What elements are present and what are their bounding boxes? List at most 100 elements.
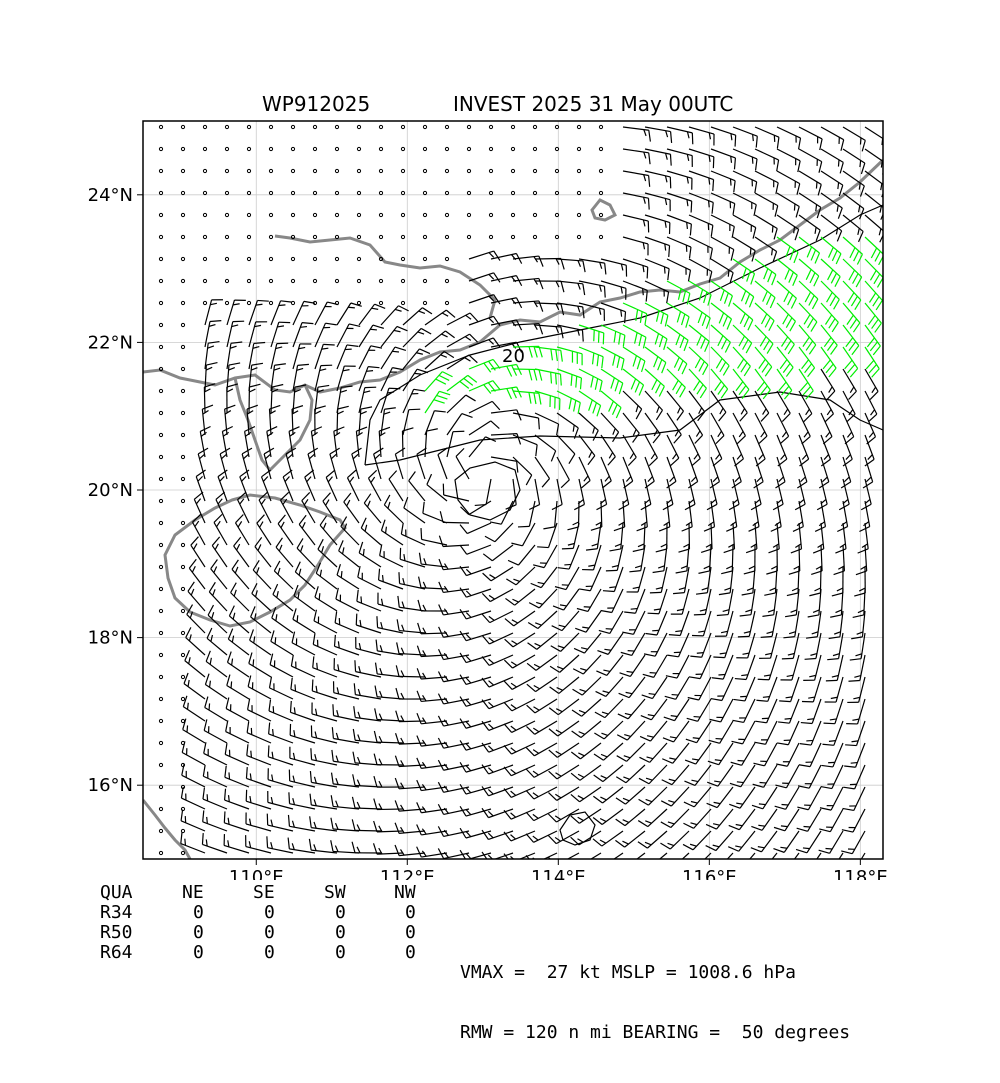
wind-barb-strong — [557, 391, 580, 414]
wind-barb-strong — [711, 281, 732, 307]
wind-barb — [359, 542, 381, 567]
wind-barb-strong — [645, 347, 666, 373]
wind-barb — [774, 809, 799, 831]
wind-barb-strong — [447, 375, 477, 391]
wind-barb — [623, 215, 649, 232]
calm-marker — [159, 279, 162, 282]
wind-barb — [374, 799, 403, 810]
wind-barb — [460, 545, 491, 554]
wind-barb — [690, 633, 711, 657]
wind-barb — [777, 149, 800, 172]
wind-barb — [621, 633, 645, 655]
wind-barb-strong — [491, 387, 521, 399]
calm-marker — [269, 147, 272, 150]
calm-marker — [269, 169, 272, 172]
wind-barb — [222, 427, 232, 457]
calm-marker — [533, 213, 536, 216]
wind-barb — [419, 577, 447, 589]
wind-barb — [865, 215, 885, 242]
calm-marker — [203, 191, 206, 194]
wind-barb-strong — [843, 259, 862, 287]
y-tick-label: 20°N — [88, 480, 133, 501]
calm-marker — [181, 565, 184, 568]
y-tick-label: 16°N — [88, 775, 133, 796]
calm-marker — [379, 169, 382, 172]
wind-barb — [679, 523, 690, 552]
calm-marker — [489, 235, 492, 238]
calm-marker — [181, 499, 184, 502]
calm-marker — [423, 257, 426, 260]
calm-marker — [335, 213, 338, 216]
wind-barb — [183, 696, 205, 721]
wind-barb — [425, 351, 454, 369]
wind-barb — [469, 401, 500, 413]
value-nw: 0 — [405, 903, 416, 923]
calm-marker — [445, 125, 448, 128]
calm-marker — [445, 191, 448, 194]
wind-barb — [577, 589, 601, 611]
calm-marker — [159, 499, 162, 502]
wind-barb — [689, 655, 711, 679]
wind-barb-strong — [865, 237, 884, 265]
wind-barb — [249, 652, 271, 677]
calm-marker — [159, 785, 162, 788]
calm-marker — [313, 125, 316, 128]
wind-barb — [183, 719, 205, 743]
wind-barb — [777, 215, 799, 240]
wind-barb — [622, 611, 645, 634]
value-sw: 0 — [335, 943, 346, 963]
wind-barb — [799, 743, 821, 767]
wind-barbs — [159, 125, 886, 875]
wind-barb — [535, 435, 556, 461]
calm-marker — [291, 125, 294, 128]
wind-barb — [396, 665, 425, 677]
wind-barb — [182, 741, 205, 765]
calm-marker — [489, 169, 492, 172]
wind-barb — [310, 794, 337, 809]
wind-barb — [417, 713, 447, 724]
wind-barb — [543, 501, 557, 529]
calm-marker — [357, 279, 360, 282]
wind-barb — [247, 744, 271, 765]
wind-barb — [293, 608, 315, 633]
wind-barb — [797, 809, 821, 831]
calm-marker — [533, 147, 536, 150]
wind-barb — [707, 765, 733, 786]
wind-barb — [755, 215, 777, 239]
wind-barb — [290, 701, 315, 721]
calm-marker — [599, 125, 602, 128]
wind-barb — [753, 765, 777, 787]
wind-barb — [710, 699, 733, 722]
wind-barb — [286, 448, 296, 479]
calm-marker — [445, 301, 448, 304]
wind-barb — [181, 787, 205, 809]
calm-marker — [357, 301, 360, 304]
calm-marker — [181, 521, 184, 524]
wind-barb — [381, 306, 409, 325]
wind-barb — [619, 677, 645, 698]
calm-marker — [445, 235, 448, 238]
wind-barb-strong — [513, 369, 542, 381]
wind-barb — [314, 610, 337, 633]
wind-barb — [567, 501, 579, 530]
wind-barb — [490, 501, 513, 524]
wind-barb — [684, 765, 711, 785]
wind-barb — [777, 127, 801, 149]
header-qua: QUA — [100, 883, 133, 903]
wind-barb-strong — [425, 391, 450, 413]
wind-barb — [224, 811, 249, 831]
wind-barb — [335, 611, 359, 633]
wind-barb — [491, 410, 521, 421]
wind-barb — [269, 723, 293, 743]
wind-barb — [246, 767, 271, 787]
wind-barb — [293, 301, 315, 325]
wind-barb — [228, 652, 249, 677]
wind-barb — [752, 787, 777, 809]
calm-marker — [269, 125, 272, 128]
calm-marker — [555, 147, 558, 150]
calm-marker — [181, 631, 184, 634]
wind-barb — [225, 789, 249, 809]
wind-radii-header: QUA NE SE SW NW — [100, 883, 143, 903]
wind-barb — [339, 540, 359, 567]
wind-barb — [711, 677, 733, 701]
